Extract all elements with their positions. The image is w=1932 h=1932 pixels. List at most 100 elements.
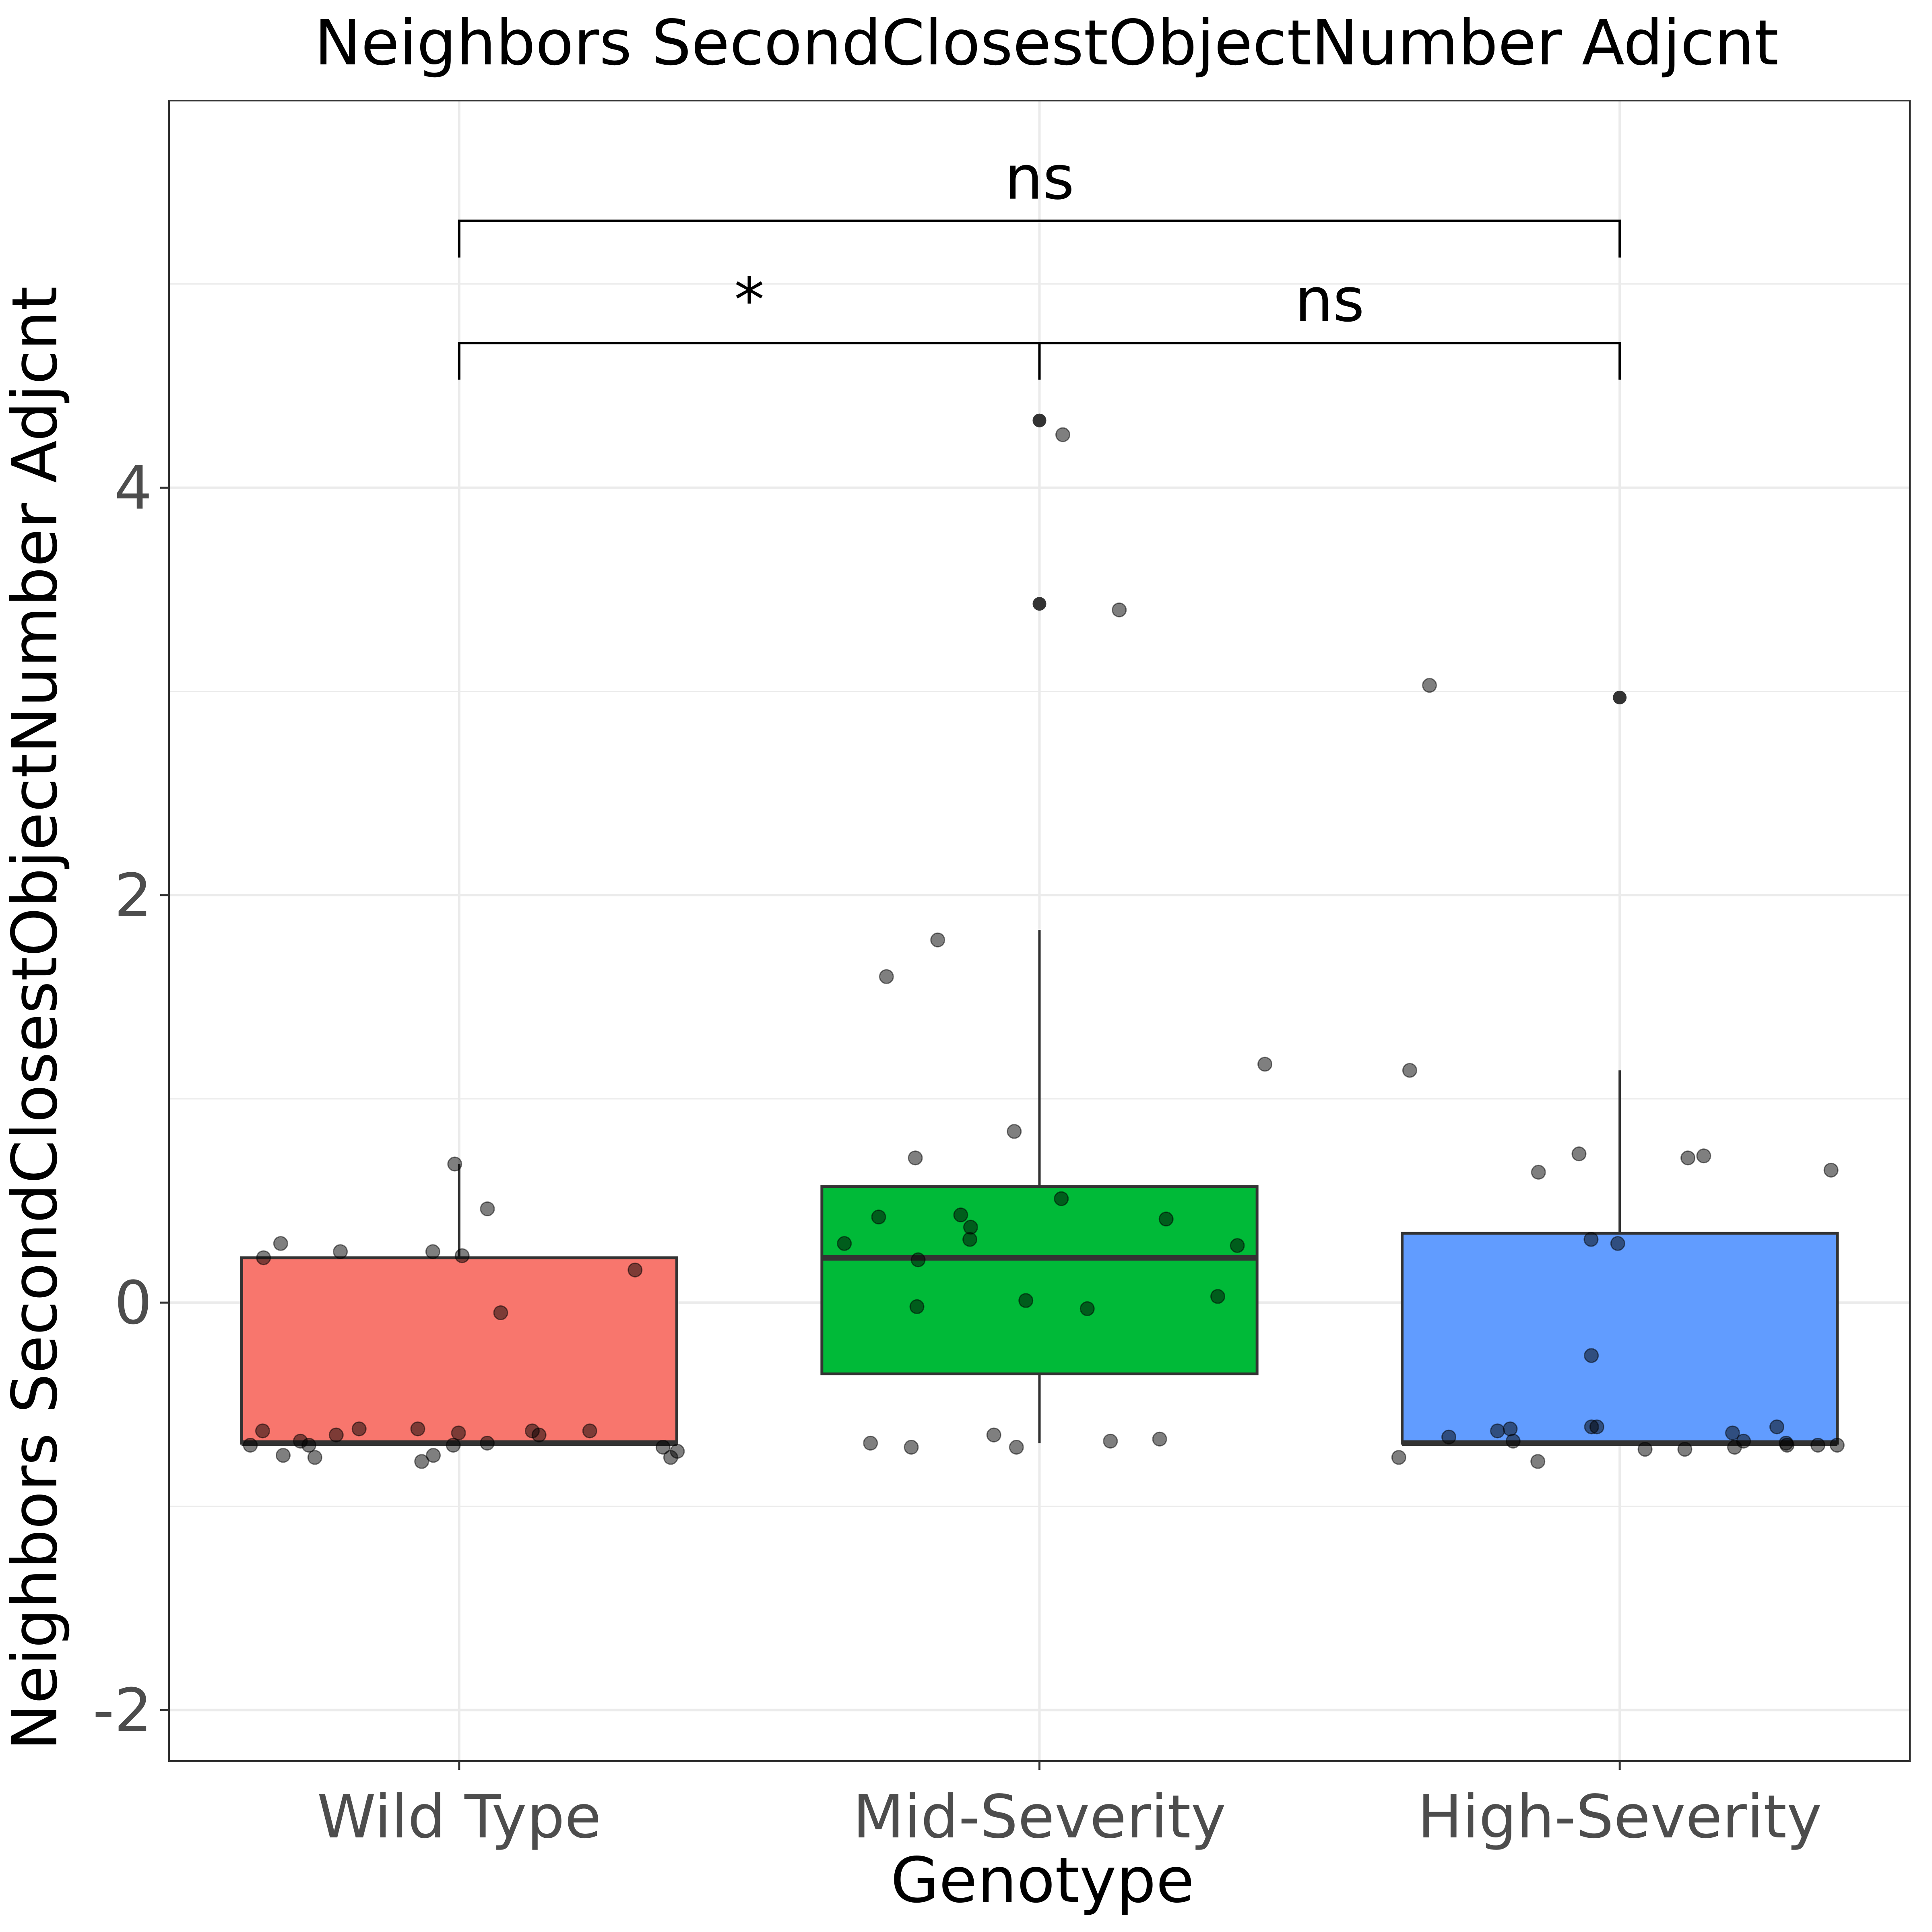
- data-point: [953, 1208, 968, 1223]
- outlier-point: [1613, 690, 1627, 704]
- box-body: [820, 1185, 1259, 1375]
- data-point: [963, 1220, 978, 1235]
- data-point: [1823, 1162, 1839, 1178]
- significance-brackets: ns * ns: [458, 143, 1621, 380]
- x-axis-title: Genotype: [891, 1844, 1195, 1917]
- x-tick-label: Mid-Severity: [853, 1782, 1226, 1852]
- box-body: [1401, 1232, 1839, 1445]
- data-point: [328, 1427, 344, 1443]
- data-point: [1054, 1191, 1069, 1206]
- data-point: [986, 1427, 1001, 1443]
- data-point: [1112, 602, 1127, 617]
- data-point: [1779, 1437, 1795, 1453]
- data-point: [1637, 1442, 1653, 1457]
- data-point: [863, 1435, 878, 1451]
- data-point: [1152, 1431, 1167, 1447]
- data-point: [333, 1244, 348, 1259]
- data-point: [1810, 1437, 1825, 1453]
- data-point: [243, 1437, 258, 1453]
- data-point: [426, 1448, 441, 1463]
- data-point: [1490, 1423, 1505, 1439]
- data-point: [663, 1450, 678, 1465]
- data-point: [910, 1252, 926, 1267]
- data-point: [1055, 427, 1071, 442]
- data-point: [1725, 1425, 1740, 1441]
- x-tick-label: High-Severity: [1418, 1782, 1822, 1852]
- data-point: [1103, 1433, 1118, 1449]
- significance-label: *: [734, 265, 764, 335]
- data-point: [1391, 1450, 1406, 1465]
- data-point: [1009, 1440, 1024, 1455]
- data-point: [1677, 1442, 1693, 1457]
- data-point: [493, 1305, 508, 1321]
- axes: -2 0 2 4 Wild Type Mid-Severity High-Severity: [93, 454, 1822, 1852]
- data-point: [1441, 1429, 1457, 1445]
- data-point: [1584, 1348, 1599, 1363]
- x-tick-label: Wild Type: [317, 1782, 601, 1852]
- data-point: [410, 1421, 425, 1437]
- data-point: [1230, 1238, 1245, 1253]
- data-point: [1080, 1301, 1095, 1316]
- data-point: [930, 932, 945, 947]
- data-point: [1727, 1440, 1742, 1455]
- data-point: [275, 1448, 291, 1463]
- data-point: [1505, 1433, 1521, 1449]
- y-tick-label: 4: [114, 454, 152, 523]
- data-point: [454, 1248, 470, 1263]
- data-point: [1584, 1419, 1599, 1435]
- y-axis-title: Neighbors SecondClosestObjectNumber Adjc…: [0, 286, 71, 1750]
- data-point: [1530, 1454, 1546, 1469]
- data-point: [301, 1437, 316, 1453]
- data-point: [1007, 1124, 1022, 1139]
- outlier-point: [1032, 413, 1046, 427]
- data-point: [1610, 1236, 1625, 1251]
- data-point: [1583, 1232, 1599, 1247]
- data-point: [1210, 1289, 1226, 1304]
- data-point: [1257, 1057, 1273, 1072]
- data-point: [909, 1299, 925, 1314]
- data-point: [273, 1236, 288, 1251]
- data-point: [908, 1150, 923, 1166]
- data-point: [871, 1210, 886, 1225]
- y-tick-label: -2: [93, 1676, 152, 1745]
- data-point: [837, 1236, 852, 1251]
- data-point: [1531, 1164, 1546, 1180]
- data-point: [1402, 1063, 1417, 1078]
- data-point: [655, 1440, 671, 1455]
- data-point: [451, 1425, 466, 1441]
- data-point: [879, 969, 894, 984]
- data-point: [627, 1262, 643, 1278]
- significance-bracket: [458, 342, 1041, 380]
- data-point: [479, 1435, 495, 1451]
- data-point: [256, 1250, 271, 1265]
- data-point: [962, 1232, 978, 1247]
- data-point: [1769, 1419, 1784, 1435]
- data-point: [1829, 1437, 1845, 1453]
- data-point: [1422, 678, 1437, 693]
- data-point: [1696, 1148, 1711, 1164]
- data-point: [531, 1427, 547, 1443]
- significance-bracket: [1038, 342, 1621, 380]
- data-point: [447, 1156, 462, 1172]
- data-points: [243, 413, 1845, 1469]
- boxes: [240, 929, 1839, 1446]
- data-point: [1503, 1421, 1518, 1437]
- chart-title: Neighbors SecondClosestObjectNumber Adjc…: [314, 6, 1779, 79]
- data-point: [351, 1421, 367, 1437]
- data-point: [414, 1454, 429, 1469]
- data-point: [446, 1437, 461, 1453]
- y-tick-label: 0: [114, 1268, 152, 1338]
- data-point: [582, 1423, 597, 1439]
- data-point: [1680, 1150, 1696, 1166]
- y-tick-label: 2: [114, 861, 152, 930]
- box-mid-severity: [820, 929, 1259, 1443]
- data-point: [1571, 1146, 1587, 1162]
- significance-bracket: [458, 219, 1621, 258]
- significance-label: ns: [1295, 265, 1364, 335]
- box-high-severity: [1401, 1070, 1839, 1446]
- data-point: [425, 1244, 440, 1259]
- outlier-point: [1032, 597, 1046, 611]
- data-point: [480, 1201, 495, 1216]
- data-point: [255, 1423, 270, 1439]
